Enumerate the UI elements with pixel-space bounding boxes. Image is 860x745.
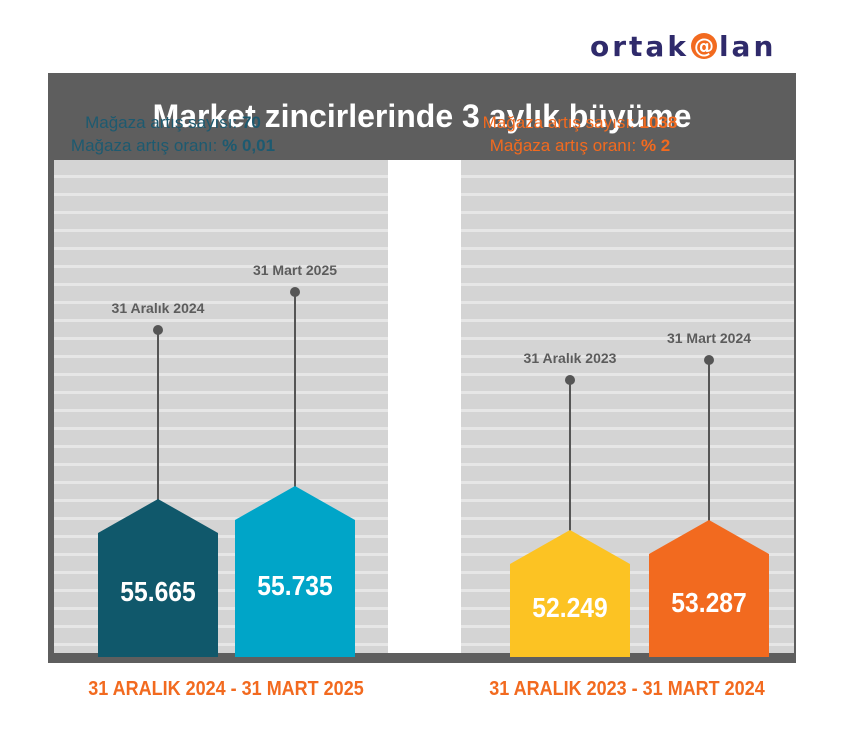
left-stats: Mağaza artış sayısı: 70 Mağaza artış ora… [6,111,340,157]
bar-3-pin-stem [569,380,571,540]
bar-1-pin-stem [157,330,159,509]
bar-4 [649,520,769,657]
right-stats: Mağaza artış sayısı: 1038 Mağaza artış o… [413,111,747,157]
left-period-label: 31 ARALIK 2024 - 31 MART 2025 [88,678,364,700]
left-stat-count-value: 70 [241,113,261,132]
right-period-label: 31 ARALIK 2023 - 31 MART 2024 [489,678,765,700]
bar-2-value-label: 55.735 [257,569,333,601]
right-stat-count: Mağaza artış sayısı: 1038 [413,111,747,134]
right-stat-rate-label: Mağaza artış oranı: [489,136,637,155]
bar-2-pin-stem [294,292,296,496]
right-stat-rate-value: % 2 [640,136,671,155]
bar-2-date-label: 31 Mart 2025 [252,262,338,278]
left-stat-count: Mağaza artış sayısı: 70 [6,111,340,134]
left-stat-rate-value: % 0,01 [222,136,276,155]
left-stat-rate-label: Mağaza artış oranı: [70,136,218,155]
ortakalan-logo: ortak @ lan [590,28,776,64]
bar-1-date-label: 31 Aralık 2024 [111,300,205,316]
bar-3-date-label: 31 Aralık 2023 [523,350,617,366]
bar-3-value-label: 52.249 [532,591,608,623]
bar-4-date-label: 31 Mart 2024 [666,330,752,346]
logo-at-icon: @ [690,33,717,59]
logo-text-end: lan [718,29,777,63]
bar-4-value-label: 53.287 [671,586,747,618]
right-stat-count-label: Mağaza artış sayısı: [482,113,635,132]
bar-4-pin-stem [708,360,710,530]
bar-1 [98,499,218,657]
bar-2 [235,486,355,657]
right-stat-rate: Mağaza artış oranı: % 2 [413,134,747,157]
logo-text-start: ortak [590,29,689,63]
chart-frame: Market zincirlerinde 3 aylık büyüme [48,73,796,663]
panel-gap [388,160,461,653]
right-stat-count-value: 1038 [639,113,678,132]
left-stat-count-label: Mağaza artış sayısı: [85,113,238,132]
left-stat-rate: Mağaza artış oranı: % 0,01 [6,134,340,157]
bar-1-value-label: 55.665 [120,576,196,607]
chart-title: Market zincirlerinde 3 aylık büyüme [152,97,692,134]
